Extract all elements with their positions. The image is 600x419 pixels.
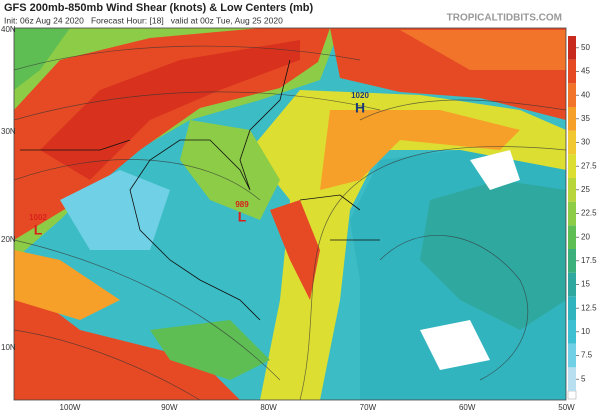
colorbar-label: 5 [581,374,586,383]
colorbar-segment [568,36,576,60]
pressure-letter: H [355,100,365,116]
colorbar-segment [568,178,576,202]
colorbar-label: 7.5 [581,351,593,360]
colorbar-segment [568,367,576,391]
subtitle: Init: 06z Aug 24 2020 Forecast Hour: [18… [4,15,283,25]
colorbar-label: 40 [581,90,590,99]
colorbar-label: 15 [581,280,590,289]
lon-label: 50W [558,403,575,412]
colorbar-label: 25 [581,185,590,194]
colorbar-label: 22.5 [581,209,597,218]
pressure-letter: L [238,209,247,225]
lon-label: 90W [161,403,178,412]
colorbar-low [567,390,577,400]
lon-label: 60W [459,403,476,412]
colorbar-label: 35 [581,114,590,123]
colorbar-segment [568,201,576,226]
lon-label: 100W [60,403,81,412]
map [14,28,566,400]
colorbar-label: 10 [581,327,590,336]
map-frame [13,27,567,401]
colorbar-label: 27.5 [581,161,597,170]
lat-label: 40N [1,25,16,34]
colorbar-segment [568,249,576,273]
lat-label: 10N [1,343,16,352]
colorbar-segment [568,272,576,297]
colorbar-segment [568,83,576,107]
colorbar-segment [568,59,576,84]
colorbar-label: 30 [581,138,590,147]
pressure-letter: L [34,222,43,238]
lat-label: 20N [1,235,16,244]
pressure-value: 989 [235,200,249,209]
colorbar-segment [568,343,576,368]
colorbar-label: 17.5 [581,256,597,265]
colorbar-segment [568,320,576,344]
site-name: TROPICALTIDBITS.COM [447,13,562,24]
title: GFS 200mb-850mb Wind Shear (knots) & Low… [4,2,314,14]
colorbar-segment [568,130,576,155]
pressure-value: 1002 [29,213,47,222]
lon-label: 80W [260,403,277,412]
pressure-value: 1020 [351,91,369,100]
colorbar-label: 50 [581,43,590,52]
colorbar-label: 20 [581,232,590,241]
lon-label: 70W [360,403,377,412]
colorbar-segment [568,225,576,249]
colorbar-segment [568,107,576,131]
colorbar-label: 12.5 [581,303,597,312]
colorbar-label: 45 [581,67,590,76]
colorbar-segment [568,154,576,178]
lat-label: 30N [1,127,16,136]
colorbar-segment [568,296,576,320]
